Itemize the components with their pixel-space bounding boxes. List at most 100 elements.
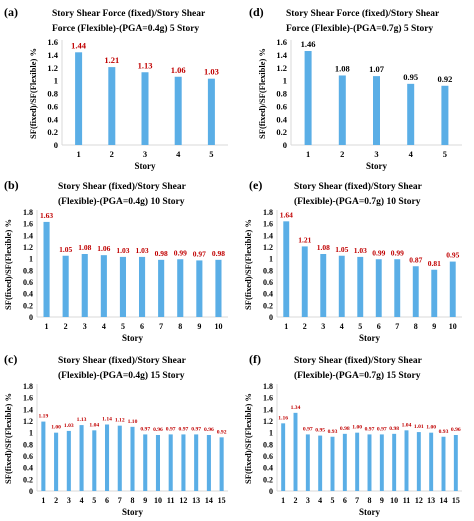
x-tick-label: 1: [284, 322, 288, 331]
x-tick-label: 6: [140, 322, 144, 331]
y-tick-label: 1.8: [263, 208, 273, 217]
panel-label: (a): [4, 5, 18, 19]
x-tick-label: 9: [432, 322, 436, 331]
data-label: 1.07: [369, 64, 385, 74]
x-tick-label: 7: [355, 496, 359, 505]
y-tick-label: 0.6: [263, 452, 273, 461]
panel-label: (b): [4, 178, 19, 192]
bar: [174, 76, 182, 145]
x-tick-label: 4: [340, 322, 344, 331]
panel-label: (e): [249, 178, 262, 192]
bar: [141, 72, 149, 145]
y-tick-label: 1.6: [263, 394, 273, 403]
data-label: 1.63: [40, 211, 53, 220]
y-tick-label: 0: [283, 140, 287, 150]
bar: [143, 434, 148, 491]
x-tick-label: 11: [167, 496, 175, 505]
bar: [449, 261, 456, 317]
x-tick-label: 4: [318, 496, 322, 505]
bar: [196, 260, 203, 317]
chart-title: (Flexible)-(PGA=0.4g) 15 Story: [58, 370, 185, 381]
bar: [66, 430, 71, 491]
x-tick-label: 1: [281, 496, 285, 505]
data-label: 1.34: [291, 405, 301, 411]
x-tick-label: 5: [209, 149, 213, 159]
chart-panel-f: (f) Story Shear (fixed)/Story Shear (Flexi…: [243, 352, 462, 517]
y-axis-label: SF(fixed)/SF(Flexible) %: [257, 48, 267, 139]
x-tick-label: 9: [197, 322, 201, 331]
y-axis-label: SF(fixed)/SF(Flexible) %: [3, 393, 13, 484]
bar: [338, 255, 345, 317]
chart-title: Story Shear (fixed)/Story Shear: [294, 355, 423, 366]
y-tick-label: 1.2: [23, 243, 33, 252]
x-axis-label: Story: [366, 161, 387, 171]
bar: [338, 75, 346, 145]
y-tick-label: 0.6: [263, 278, 273, 287]
y-tick-label: 0: [269, 487, 273, 496]
y-tick-label: 1.6: [47, 37, 58, 47]
bar: [318, 435, 323, 491]
bar: [301, 246, 308, 317]
x-tick-label: 5: [121, 322, 125, 331]
bar: [155, 435, 161, 491]
data-label: 1.08: [317, 243, 330, 252]
data-label: 0.95: [315, 428, 325, 434]
y-tick-label: 0.6: [23, 278, 33, 287]
x-tick-label: 3: [321, 322, 325, 331]
chart-title: Story Shear (fixed)/Story Shear: [294, 181, 423, 192]
data-label: 0.92: [437, 74, 452, 84]
y-tick-label: 1.8: [23, 382, 33, 391]
y-tick-label: 1.4: [263, 231, 273, 240]
y-tick-label: 0.8: [47, 89, 58, 99]
x-tick-label: 7: [159, 322, 163, 331]
x-tick-label: 1: [45, 322, 49, 331]
data-label: 1.00: [51, 425, 61, 431]
data-label: 1.03: [135, 246, 148, 255]
chart-panel-a: (a) Story Shear Force (fixed)/Story Shear…: [4, 5, 228, 171]
data-label: 1.64: [280, 210, 293, 219]
bar: [305, 434, 310, 491]
bar: [177, 259, 184, 317]
bar: [392, 433, 397, 491]
bar: [330, 436, 335, 491]
data-label: 1.05: [59, 245, 72, 254]
bar: [81, 254, 88, 317]
data-label: 0.96: [204, 427, 214, 433]
y-tick-label: 0.8: [263, 266, 273, 275]
data-label: 1.13: [138, 60, 153, 70]
x-tick-label: 5: [358, 322, 362, 331]
x-tick-label: 6: [343, 496, 347, 505]
data-label: 0.92: [217, 429, 227, 435]
x-tick-label: 2: [54, 496, 58, 505]
y-tick-label: 1.4: [47, 50, 58, 60]
bar: [117, 425, 122, 491]
data-label: 1.03: [64, 423, 74, 429]
y-tick-label: 0.8: [23, 266, 33, 275]
y-tick-label: 0.2: [47, 127, 58, 137]
chart-panel-e: (e) Story Shear (fixed)/Story Shear (Flexi…: [243, 178, 462, 343]
bar: [130, 426, 135, 491]
panel-label: (f): [249, 352, 261, 366]
bar: [431, 269, 438, 317]
data-label: 0.81: [428, 259, 441, 268]
y-tick-label: 0.4: [47, 114, 58, 124]
data-label: 1.06: [171, 65, 186, 75]
bar: [394, 259, 401, 317]
x-tick-label: 10: [449, 322, 457, 331]
data-label: 0.99: [174, 248, 187, 257]
bar: [441, 436, 446, 491]
data-label: 1.46: [301, 39, 316, 49]
data-label: 0.97: [191, 426, 201, 432]
bar: [293, 412, 298, 491]
bar: [158, 259, 165, 317]
y-tick-label: 1.2: [263, 243, 273, 252]
data-label: 0.97: [166, 426, 176, 432]
data-label: 1.08: [78, 243, 91, 252]
y-tick-label: 1.4: [263, 405, 273, 414]
chart-title: Force (Flexible)-(PGA=0.4g) 5 Story: [52, 23, 199, 34]
data-label: 1.03: [116, 246, 129, 255]
y-tick-label: 0.8: [23, 440, 33, 449]
x-tick-label: 2: [303, 322, 307, 331]
bar: [43, 221, 50, 317]
y-tick-label: 0.2: [23, 475, 33, 484]
